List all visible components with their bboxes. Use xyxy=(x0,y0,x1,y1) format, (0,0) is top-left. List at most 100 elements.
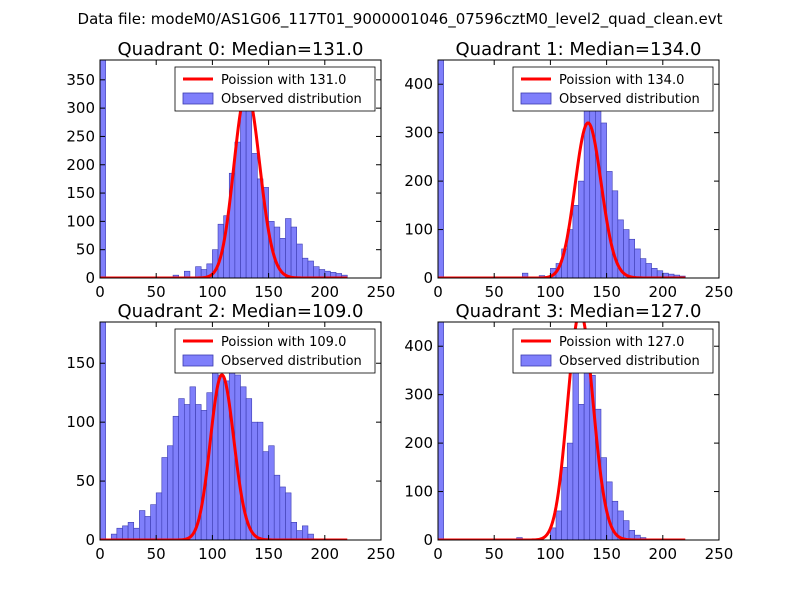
histogram-bar xyxy=(302,257,309,278)
legend-bar-swatch xyxy=(182,92,214,105)
axes-frame xyxy=(437,59,720,279)
chart-panel-3: 0 50 100 150 200 250 0 100 200 300 400 Quadrant 3: … xyxy=(404,301,733,563)
plot-area xyxy=(438,322,686,540)
y-tick-label: 100 xyxy=(404,221,433,239)
histogram-bar xyxy=(184,404,191,540)
y-tick-label: 200 xyxy=(404,434,433,452)
histogram-bar xyxy=(144,516,151,540)
y-tick-label: 150 xyxy=(66,354,95,372)
y-tick-label: 50 xyxy=(76,241,95,259)
histogram-bar xyxy=(189,386,196,540)
legend-bar-swatch xyxy=(520,92,552,105)
x-tick-label: 100 xyxy=(536,545,565,563)
histogram-bar xyxy=(572,205,579,278)
histogram-bar xyxy=(279,486,286,540)
histogram-bar xyxy=(628,238,636,278)
legend-line-label: Poission with 134.0 xyxy=(559,73,684,88)
histogram-bar xyxy=(178,398,185,540)
x-tick-label: 0 xyxy=(95,545,105,563)
panel-title: Quadrant 2: Median=109.0 xyxy=(118,301,364,322)
legend: Poission with 134.0 Observed distribution xyxy=(512,66,714,112)
y-tick-label: 0 xyxy=(85,531,95,549)
histogram-bar xyxy=(578,404,585,540)
y-tick-label: 100 xyxy=(66,212,95,230)
x-tick-label: 150 xyxy=(254,545,283,563)
chart-panel-0: 0 50 100 150 200 250 0 50 100 150 200 250 300 350 Quad… xyxy=(66,39,395,301)
histogram-bar xyxy=(578,180,585,278)
legend-line-label: Poission with 131.0 xyxy=(221,73,346,88)
y-tick-label: 350 xyxy=(66,71,95,89)
panel-title: Quadrant 3: Median=127.0 xyxy=(456,301,702,322)
histogram-bar xyxy=(195,266,202,278)
legend-bar-label: Observed distribution xyxy=(221,92,362,107)
histogram-bar xyxy=(302,525,309,540)
x-tick-label: 150 xyxy=(592,545,621,563)
x-tick-label: 50 xyxy=(147,283,166,301)
panel-title: Quadrant 1: Median=134.0 xyxy=(456,39,702,60)
y-tick-label: 200 xyxy=(404,172,433,190)
legend-line-label: Poission with 109.0 xyxy=(221,335,346,350)
x-tick-label: 200 xyxy=(310,283,339,301)
histogram-bar xyxy=(262,451,269,540)
x-tick-label: 100 xyxy=(198,545,227,563)
x-tick-label: 0 xyxy=(95,283,105,301)
histogram-bar xyxy=(150,504,157,540)
axes-frame xyxy=(99,59,382,279)
histogram-bar xyxy=(251,421,258,540)
y-tick-label: 0 xyxy=(423,531,433,549)
histogram-bar xyxy=(100,322,106,540)
histogram-bar xyxy=(561,467,568,540)
histogram-bar xyxy=(167,445,174,540)
x-tick-label: 250 xyxy=(367,283,396,301)
histogram-bar xyxy=(133,527,140,540)
histogram-bar xyxy=(555,510,562,540)
histogram-bar xyxy=(122,525,129,540)
x-tick-label: 50 xyxy=(485,545,504,563)
histogram-bar xyxy=(438,322,444,540)
plot-area xyxy=(100,60,348,278)
histogram-bar xyxy=(155,492,163,540)
x-tick-label: 200 xyxy=(648,545,677,563)
histogram-bar xyxy=(184,270,191,278)
histogram-bar xyxy=(285,218,292,278)
axes-frame xyxy=(99,321,382,541)
histogram-bar xyxy=(217,374,224,540)
histogram-bar xyxy=(645,263,652,278)
histogram-bar xyxy=(161,457,168,540)
x-tick-label: 200 xyxy=(310,545,339,563)
histogram-bar xyxy=(572,365,579,540)
y-tick-label: 300 xyxy=(404,124,433,142)
panels-group: 0 50 100 150 200 250 0 50 100 150 200 250 300 350 Quad… xyxy=(66,39,733,563)
histogram-bar xyxy=(116,527,123,540)
histogram-bar xyxy=(251,153,258,278)
y-tick-label: 100 xyxy=(66,413,95,431)
legend-bar-swatch xyxy=(520,354,552,367)
legend-bar-label: Observed distribution xyxy=(221,354,362,369)
histogram-bar xyxy=(634,248,641,278)
x-tick-label: 50 xyxy=(147,545,166,563)
figure-suptitle: Data file: modeM0/AS1G06_117T01_90000010… xyxy=(78,10,723,29)
histogram-bar xyxy=(100,60,106,278)
y-tick-label: 300 xyxy=(66,99,95,117)
x-tick-label: 0 xyxy=(433,283,443,301)
axes-frame xyxy=(437,321,720,541)
legend-bar-label: Observed distribution xyxy=(559,92,700,107)
y-tick-label: 300 xyxy=(404,386,433,404)
x-tick-label: 50 xyxy=(485,283,504,301)
x-tick-label: 100 xyxy=(198,283,227,301)
y-tick-label: 150 xyxy=(66,184,95,202)
histogram-bar xyxy=(296,243,303,278)
histogram-bar xyxy=(566,442,574,540)
x-tick-label: 0 xyxy=(433,545,443,563)
histogram-bar xyxy=(245,107,253,278)
y-tick-label: 250 xyxy=(66,127,95,145)
x-tick-label: 150 xyxy=(592,283,621,301)
histogram-bar xyxy=(313,266,320,278)
y-tick-label: 50 xyxy=(76,472,95,490)
poisson-curve xyxy=(438,322,686,540)
histogram-bar xyxy=(640,258,647,278)
legend: Poission with 109.0 Observed distribution xyxy=(174,328,376,374)
x-tick-label: 200 xyxy=(648,283,677,301)
x-tick-label: 100 xyxy=(536,283,565,301)
